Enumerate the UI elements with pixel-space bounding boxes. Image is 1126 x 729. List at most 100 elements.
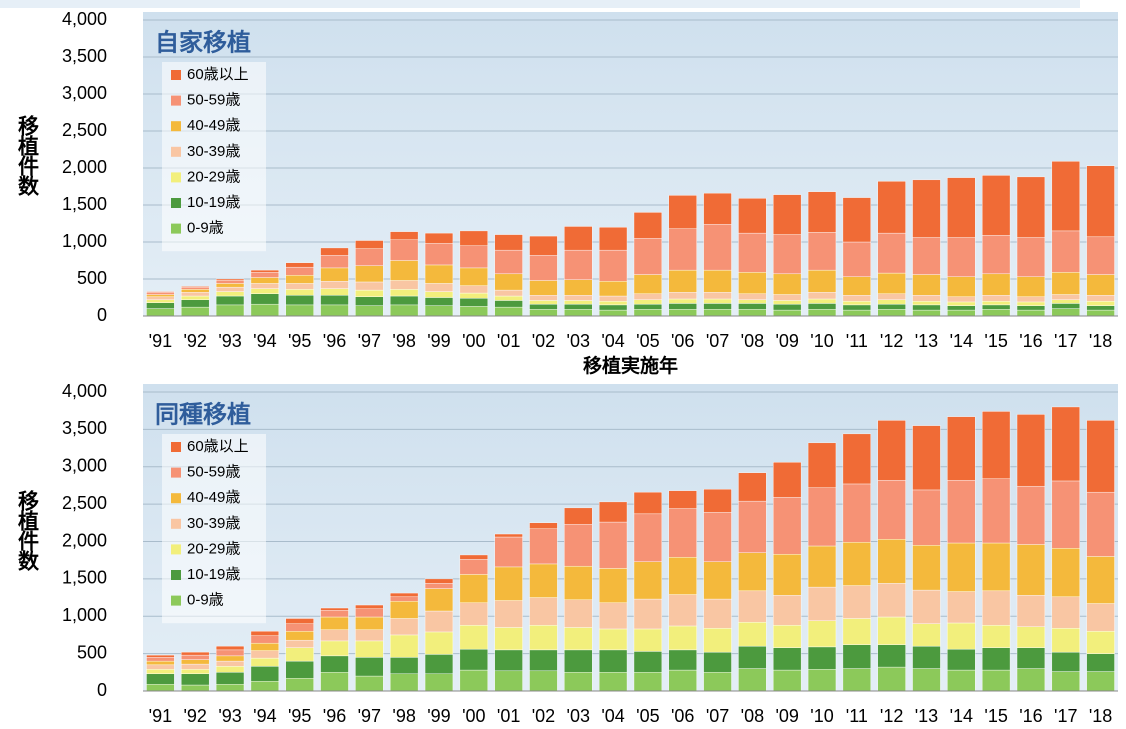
y-tick-label: 4,000 — [62, 381, 107, 401]
bar-segment — [877, 480, 906, 540]
x-tick-label: '95 — [288, 331, 311, 351]
legend-swatch — [171, 442, 181, 452]
legend-swatch — [171, 223, 181, 234]
legend-label: 40-49歳 — [187, 489, 240, 506]
bar-segment — [773, 647, 802, 671]
x-tick-label: '91 — [149, 706, 172, 726]
bar-segment — [564, 309, 593, 317]
bar-segment — [529, 303, 558, 310]
bar-segment — [285, 262, 314, 268]
bar-segment — [285, 275, 314, 284]
y-tick-label: 3,000 — [62, 83, 107, 103]
bar-segment — [1051, 480, 1080, 549]
x-tick-label: '91 — [149, 331, 172, 351]
y-tick-label: 500 — [77, 268, 107, 288]
bar-segment — [181, 673, 210, 686]
bar-segment — [703, 651, 732, 673]
bar-segment — [668, 292, 697, 300]
bar-segment — [250, 650, 280, 659]
bar-segment — [250, 681, 280, 692]
bar-segment — [773, 234, 802, 275]
bar-segment — [877, 303, 906, 310]
bar-segment — [1086, 305, 1115, 311]
bar-segment — [807, 269, 837, 293]
y-tick-label: 1,000 — [62, 231, 107, 251]
bar-segment — [390, 289, 419, 297]
bar-segment — [807, 669, 837, 692]
bar-segment — [146, 664, 175, 670]
x-tick-label: '99 — [427, 706, 450, 726]
bar-segment — [355, 616, 384, 630]
bar-segment — [947, 177, 976, 238]
legend-label: 20-29歳 — [187, 540, 240, 557]
bar-segment — [738, 232, 767, 273]
bar-segment — [250, 293, 280, 305]
bar-segment — [1051, 161, 1080, 232]
bar-segment — [215, 291, 245, 297]
bar-segment — [877, 420, 906, 481]
bar-segment — [947, 480, 976, 544]
bar-segment — [285, 678, 314, 692]
y-tick-label: 2,500 — [62, 493, 107, 513]
bar-segment — [912, 304, 941, 311]
bar-segment — [320, 281, 349, 289]
bar-segment — [424, 232, 454, 244]
legend-swatch — [171, 146, 181, 157]
bar-segment — [285, 623, 314, 632]
x-tick-label: '14 — [950, 706, 973, 726]
bar-segment — [424, 673, 454, 692]
bar-segment — [1016, 176, 1046, 238]
bar-segment — [146, 296, 175, 300]
bar-segment — [912, 623, 941, 647]
bar-segment — [355, 289, 384, 297]
bar-segment — [146, 302, 175, 309]
bar-segment — [424, 297, 454, 306]
bar-segment — [598, 309, 628, 317]
bar-segment — [807, 620, 837, 648]
x-tick-label: '05 — [636, 706, 659, 726]
bar-segment — [355, 640, 384, 658]
y-tick-label: 3,500 — [62, 46, 107, 66]
bar-segment — [320, 607, 349, 611]
bar-segment — [320, 655, 349, 673]
x-tick-label: '10 — [810, 706, 833, 726]
bar-segment — [564, 226, 593, 251]
bar-segment — [494, 533, 523, 538]
bar-segment — [842, 241, 871, 277]
bar-segment — [598, 295, 628, 302]
bar-segment — [181, 663, 210, 670]
bar-segment — [181, 299, 210, 308]
bar-segment — [494, 234, 523, 251]
bar-segment — [738, 552, 767, 592]
x-tick-label: '11 — [846, 706, 868, 726]
bar-segment — [459, 559, 488, 575]
bar-segment — [250, 269, 280, 273]
bar-segment — [1016, 237, 1046, 277]
x-tick-label: '99 — [427, 331, 450, 351]
bar-segment — [1086, 631, 1115, 654]
bar-segment — [738, 622, 767, 647]
x-tick-label: '07 — [706, 706, 729, 726]
x-tick-label: '13 — [915, 706, 938, 726]
bar-segment — [738, 299, 767, 304]
bar-segment — [807, 309, 837, 317]
bar-segment — [1051, 294, 1080, 300]
bar-segment — [807, 487, 837, 547]
legend-swatch — [171, 467, 181, 478]
bar-segment — [668, 195, 697, 229]
bar-segment — [703, 292, 732, 300]
bar-segment — [215, 304, 245, 317]
bar-segment — [564, 303, 593, 310]
bar-segment — [633, 561, 663, 600]
bar-segment — [494, 670, 523, 692]
bar-segment — [494, 306, 523, 317]
bar-segment — [981, 301, 1011, 306]
bar-segment — [1051, 651, 1080, 672]
legend-swatch — [171, 172, 181, 183]
bar-segment — [703, 192, 732, 225]
bar-segment — [424, 583, 454, 589]
bar-segment — [529, 255, 558, 281]
bar-segment — [1086, 295, 1115, 302]
x-tick-label: '06 — [671, 706, 694, 726]
bar-segment — [494, 289, 523, 297]
